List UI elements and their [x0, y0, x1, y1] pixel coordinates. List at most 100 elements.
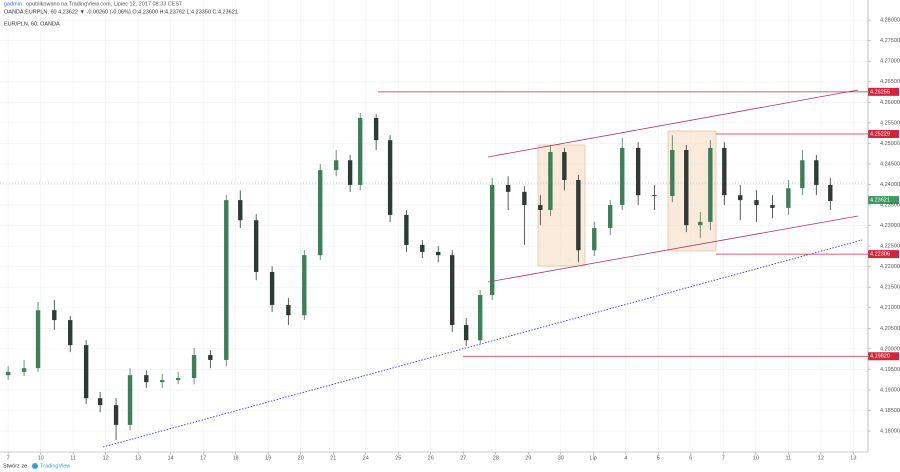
candle-body [253, 220, 259, 273]
candle-body [191, 355, 197, 379]
candle-body [35, 310, 41, 369]
x-tick-label: 14 [168, 455, 174, 461]
candle-body [548, 152, 553, 210]
candle-body [224, 200, 229, 360]
y-tick-label: 4.23000 [880, 223, 900, 229]
candle-body [387, 140, 393, 215]
candle-body [318, 170, 323, 256]
candle-body [52, 310, 57, 321]
candle-body [708, 147, 713, 222]
price-label-bg [868, 129, 899, 138]
x-tick-label: 11 [70, 455, 76, 461]
channel-line [487, 215, 859, 283]
candle-body [450, 255, 455, 326]
x-tick-label: 29 [525, 455, 531, 461]
candle-body [538, 205, 543, 210]
y-tick-label: 4.27000 [880, 59, 900, 65]
chart-title: EUR/PLN, 60, OANDA [4, 21, 60, 27]
footer-brand[interactable]: TradingView [40, 463, 70, 469]
candle-body [373, 117, 379, 141]
x-tick-label: 11 [785, 455, 791, 461]
y-tick-label: 4.23500 [880, 202, 900, 208]
x-tick-label: 5 [657, 455, 660, 461]
x-tick-label: 26 [428, 455, 434, 461]
candle-body [420, 244, 425, 252]
candle-body [608, 205, 613, 229]
y-tick-label: 4.19500 [880, 367, 900, 373]
price-label-bg [868, 352, 899, 361]
candle-body [786, 188, 791, 208]
y-tick-label: 4.26000 [880, 100, 900, 106]
x-tick-label: 28 [493, 455, 499, 461]
candle-body [175, 378, 181, 381]
price-label-bg [868, 87, 899, 96]
brand-logo [32, 463, 38, 469]
y-tick-label: 4.27500 [880, 38, 900, 44]
x-tick-label: 6 [689, 455, 692, 461]
candle-body [302, 255, 307, 316]
candle-body [738, 195, 743, 201]
x-tick-label: 12 [103, 455, 109, 461]
x-tick-label: 19 [265, 455, 271, 461]
candle-body [800, 160, 805, 189]
price-label: 4.19820 [870, 354, 890, 360]
x-tick-label: 7 [722, 455, 725, 461]
price-label: 4.22306 [870, 252, 890, 258]
y-tick-label: 4.22000 [880, 264, 900, 270]
x-tick-label: 20 [298, 455, 304, 461]
x-tick-label: 21 [330, 455, 336, 461]
candle-body [5, 371, 11, 376]
x-tick-label: 10 [38, 455, 44, 461]
y-tick-label: 4.24500 [880, 161, 900, 167]
y-tick-label: 4.25500 [880, 120, 900, 126]
y-tick-label: 4.18500 [880, 408, 900, 414]
candle-body [160, 380, 165, 383]
last-price-bg [868, 196, 899, 205]
x-tick-label: 18 [233, 455, 239, 461]
price-label: 4.25229 [870, 131, 890, 137]
x-tick-label: 10 [753, 455, 759, 461]
quote: OANDA:EURPLN, 60 4.23622 ▼ -0.00260 (-0.… [4, 9, 238, 15]
candle-body [404, 214, 409, 245]
candle-body [463, 325, 469, 341]
highlight-box [667, 130, 717, 252]
footer-label: Stwórz ze [3, 463, 27, 469]
author: gadmin [4, 1, 22, 7]
candle-body [814, 160, 819, 185]
y-tick-label: 4.26500 [880, 79, 900, 85]
price-label-bg [868, 250, 899, 259]
x-tick-label: 12 [818, 455, 824, 461]
candle-body [83, 345, 89, 399]
trend-line [102, 239, 863, 448]
x-tick-label: Lip [590, 455, 597, 461]
y-tick-label: 4.24000 [880, 182, 900, 188]
price-label: 4.26255 [870, 89, 890, 95]
y-tick-label: 4.21500 [880, 285, 900, 291]
y-tick-label: 4.22500 [880, 244, 900, 250]
candle-body [635, 147, 641, 196]
candle-body [68, 320, 73, 346]
candle-body [113, 405, 119, 425]
last-price-label: 4.23621 [870, 198, 890, 204]
candle-body [127, 375, 133, 425]
channel-line [487, 89, 859, 158]
x-tick-label: 13 [850, 455, 856, 461]
candle-body [358, 117, 363, 185]
y-tick-label: 4.19000 [880, 387, 900, 393]
y-tick-label: 4.20500 [880, 326, 900, 332]
candle-body [522, 191, 527, 206]
candle-body [562, 152, 567, 180]
candle-body [269, 272, 275, 305]
candle-body [97, 398, 103, 406]
candle-body [698, 221, 703, 226]
candle-body [828, 184, 833, 201]
candles [5, 113, 833, 441]
y-tick-label: 4.20000 [880, 346, 900, 352]
overlays: 4.26255 4.25229 4.22306 4.19820 4.23621 [378, 87, 899, 361]
candle-body [489, 184, 495, 296]
x-tick-label: 30 [558, 455, 564, 461]
candle-body [620, 147, 625, 206]
candle-body [286, 304, 291, 316]
